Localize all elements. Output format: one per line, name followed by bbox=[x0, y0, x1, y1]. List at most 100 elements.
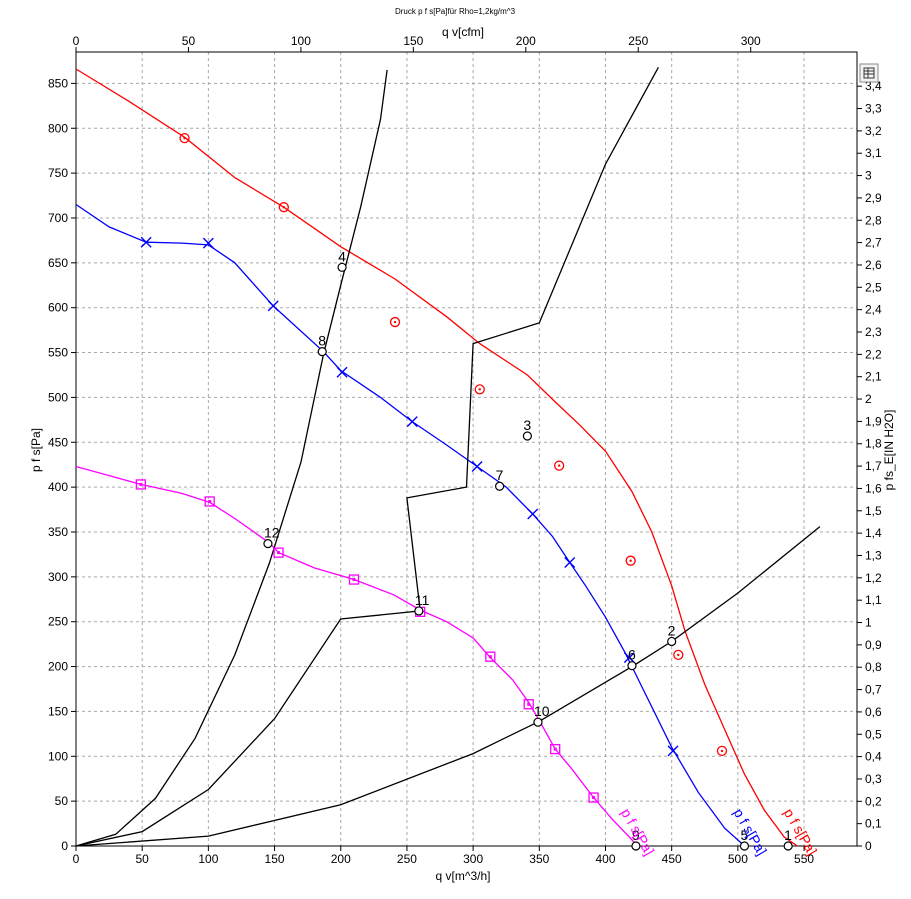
marker-x bbox=[527, 508, 539, 520]
marker-circle bbox=[389, 316, 401, 328]
marker-square-dot bbox=[553, 747, 557, 751]
plot-frame bbox=[75, 51, 858, 847]
marker-circle-dot bbox=[720, 749, 724, 753]
y2-tick-label: 3,2 bbox=[865, 124, 882, 138]
x-tick-label: 150 bbox=[265, 852, 285, 866]
x2-axis-label: q v[cfm] bbox=[442, 25, 484, 39]
y2-tick-label: 3 bbox=[865, 169, 872, 183]
y2-tick-label: 1,4 bbox=[865, 526, 882, 540]
curves bbox=[75, 66, 821, 847]
y2-tick-label: 1,2 bbox=[865, 571, 882, 585]
marker-square bbox=[135, 479, 147, 490]
x2-tick-label: 300 bbox=[741, 34, 761, 48]
series-line-3 bbox=[75, 69, 388, 847]
y2-tick-label: 1,8 bbox=[865, 437, 882, 451]
y2-tick-label: 3,1 bbox=[865, 146, 882, 160]
marker-circle-dot bbox=[478, 388, 481, 391]
operating-point-label-2: 2 bbox=[668, 622, 676, 638]
x2-tick-label: 250 bbox=[628, 34, 648, 48]
operating-point-6 bbox=[627, 661, 637, 671]
y-tick-label: 100 bbox=[48, 749, 68, 763]
marker-circle-dot bbox=[557, 464, 561, 467]
y-tick-label: 450 bbox=[48, 435, 68, 449]
operating-point-2 bbox=[667, 636, 677, 647]
y-tick-label: 0 bbox=[61, 839, 68, 853]
marker-square-dot bbox=[139, 482, 143, 486]
marker-circle bbox=[474, 384, 485, 395]
marker-square bbox=[348, 574, 360, 585]
series-line-5 bbox=[75, 526, 821, 847]
x-tick-label: 300 bbox=[463, 852, 483, 866]
marker-x bbox=[140, 236, 152, 248]
y2-tick-label: 0,9 bbox=[865, 638, 882, 652]
marker-x bbox=[623, 652, 635, 664]
markers bbox=[135, 132, 728, 803]
marker-square-dot bbox=[592, 796, 596, 800]
y2-tick-label: 1 bbox=[865, 616, 872, 630]
marker-x bbox=[564, 556, 576, 568]
y2-tick-label: 2,6 bbox=[865, 258, 882, 272]
y2-tick-label: 0,2 bbox=[865, 794, 882, 808]
marker-circle bbox=[278, 202, 289, 213]
operating-point-5 bbox=[739, 841, 750, 851]
operating-point-label-8: 8 bbox=[318, 333, 326, 349]
x2-tick-label: 0 bbox=[73, 34, 80, 48]
y2-tick-label: 1,9 bbox=[865, 414, 882, 428]
marker-square bbox=[588, 792, 599, 803]
marker-circle-dot bbox=[393, 320, 397, 324]
operating-point-label-5: 5 bbox=[740, 827, 748, 843]
y2-tick-label: 0,7 bbox=[865, 683, 882, 697]
marker-x bbox=[406, 416, 418, 428]
marker-square bbox=[550, 743, 561, 755]
operating-point-8 bbox=[317, 347, 327, 357]
marker-circle bbox=[673, 649, 684, 661]
operating-point-11 bbox=[414, 606, 424, 616]
y-tick-label: 700 bbox=[48, 211, 68, 225]
marker-x bbox=[667, 745, 679, 757]
operating-point-4 bbox=[337, 262, 347, 272]
operating-point-label-9: 9 bbox=[632, 827, 640, 843]
operating-point-label-1: 1 bbox=[784, 827, 792, 843]
y-tick-label: 50 bbox=[55, 794, 69, 808]
series-line-0 bbox=[75, 68, 798, 847]
operating-point-10 bbox=[533, 717, 543, 727]
chart-options-icon[interactable] bbox=[859, 63, 879, 83]
y-tick-label: 200 bbox=[48, 660, 68, 674]
operating-point-label-7: 7 bbox=[496, 467, 504, 483]
series-label-1: p f s[Pa] bbox=[731, 806, 771, 858]
operating-point-label-10: 10 bbox=[534, 703, 550, 719]
y2-tick-label: 0,8 bbox=[865, 660, 882, 674]
y-tick-label: 850 bbox=[48, 76, 68, 90]
y-tick-label: 550 bbox=[48, 346, 68, 360]
x-tick-label: 450 bbox=[662, 852, 682, 866]
operating-point-label-12: 12 bbox=[264, 525, 280, 541]
x-tick-label: 350 bbox=[529, 852, 549, 866]
y-tick-label: 600 bbox=[48, 301, 68, 315]
marker-square bbox=[204, 496, 215, 507]
x2-tick-label: 200 bbox=[516, 34, 536, 48]
y2-tick-label: 2,8 bbox=[865, 213, 882, 227]
x-tick-label: 100 bbox=[198, 852, 218, 866]
y-tick-label: 150 bbox=[48, 704, 68, 718]
series-line-2 bbox=[75, 465, 638, 847]
y2-tick-label: 1,3 bbox=[865, 548, 882, 562]
marker-square-dot bbox=[527, 702, 531, 706]
x2-tick-label: 150 bbox=[403, 34, 423, 48]
marker-circle-dot bbox=[629, 559, 632, 562]
operating-point-1 bbox=[783, 841, 793, 851]
marker-x bbox=[336, 366, 348, 378]
x-tick-label: 400 bbox=[595, 852, 615, 866]
marker-circle bbox=[554, 460, 565, 471]
y2-axis-label: p fs_E[IN H2O] bbox=[882, 410, 896, 491]
marker-square bbox=[273, 547, 284, 558]
marker-x bbox=[202, 237, 214, 249]
marker-square-dot bbox=[208, 499, 212, 503]
marker-circle-dot bbox=[677, 653, 680, 657]
y2-tick-label: 1,7 bbox=[865, 459, 882, 473]
operating-point-label-11: 11 bbox=[415, 592, 430, 608]
marker-circle bbox=[179, 132, 190, 144]
x-tick-label: 50 bbox=[136, 852, 150, 866]
y2-tick-label: 2,9 bbox=[865, 191, 882, 205]
y-tick-label: 650 bbox=[48, 256, 68, 270]
y2-tick-label: 1,1 bbox=[865, 593, 882, 607]
